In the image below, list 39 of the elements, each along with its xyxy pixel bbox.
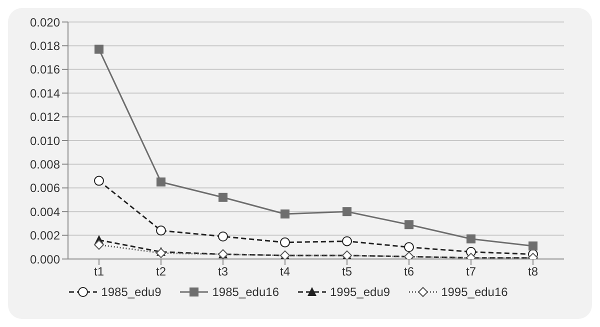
x-tick-label: t7 [466,264,476,279]
y-tick-label: 0.016 [30,62,60,77]
y-tick-label: 0.002 [30,228,60,243]
x-tick-label: t1 [94,264,104,279]
point [528,241,538,250]
x-tick-label: t2 [156,264,166,279]
point [280,209,290,218]
y-tick-label: 0.000 [30,252,60,266]
point [218,192,228,202]
legend-label: 1995_edu16 [441,285,508,299]
point [404,242,414,252]
y-tick-label: 0.014 [30,86,60,100]
point [94,240,104,250]
x-tick-label: t8 [528,264,538,279]
legend-label: 1995_edu9 [330,285,390,299]
y-tick-label: 0.020 [30,15,60,30]
x-tick-label: t5 [342,264,352,279]
point [156,177,166,186]
legend-label: 1985_edu9 [101,285,162,299]
point [466,234,476,244]
y-tick-label: 0.010 [30,134,60,148]
x-tick-label: t3 [218,264,228,279]
y-tick-label: 0.006 [30,181,60,196]
y-tick-label: 0.012 [30,110,60,124]
point [94,44,104,54]
point [342,236,352,246]
x-tick-label: t6 [404,264,414,279]
point [280,237,290,248]
point [94,176,104,186]
y-tick-label: 0.004 [30,204,60,219]
point [342,207,352,216]
x-tick-label: t4 [280,264,290,279]
point [156,226,166,236]
legend-label: 1985_edu16 [212,285,279,299]
point [218,231,228,242]
y-tick-label: 0.008 [30,157,60,172]
y-tick-label: 0.018 [30,38,60,53]
point [404,220,414,230]
point [156,248,166,258]
